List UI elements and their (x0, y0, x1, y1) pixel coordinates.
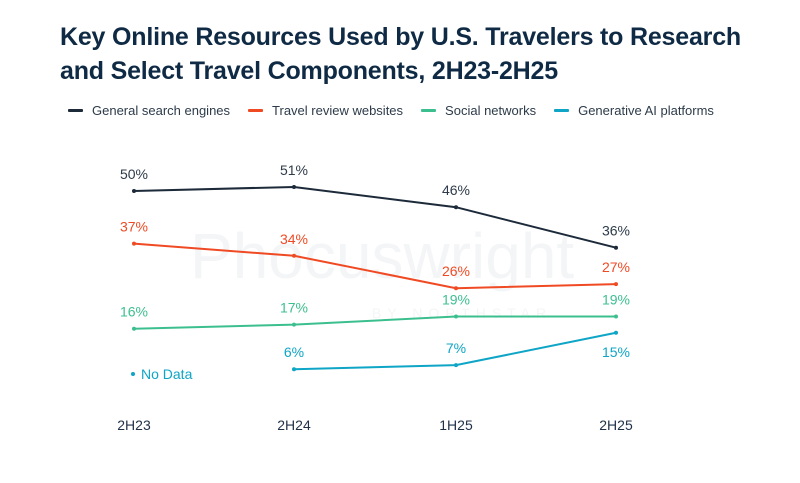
data-label-general-search-engines: 51% (280, 162, 308, 178)
data-point-generative-ai-platforms (614, 330, 618, 335)
legend-swatch-general-search (68, 109, 83, 112)
data-point-general-search-engines (614, 245, 618, 250)
legend-item-travel-review: Travel review websites (248, 103, 403, 118)
data-label-social-networks: 19% (602, 292, 630, 308)
series-line-general-search-engines (133, 185, 617, 249)
legend-item-generative-ai: Generative AI platforms (554, 103, 714, 118)
legend-item-general-search: General search engines (68, 103, 230, 118)
data-point-travel-review-websites (454, 286, 458, 291)
chart-title: Key Online Resources Used by U.S. Travel… (60, 23, 741, 85)
data-label-travel-review-websites: 27% (602, 259, 630, 275)
x-tick-label: 2H24 (277, 417, 311, 433)
data-label-generative-ai-platforms: 7% (446, 340, 466, 356)
legend-swatch-travel-review (248, 109, 264, 112)
data-point-social-networks (614, 314, 618, 319)
x-tick-label: 2H25 (599, 417, 633, 433)
no-data-bullet (131, 372, 135, 376)
data-point-social-networks (454, 314, 458, 319)
legend-label: Travel review websites (272, 103, 404, 118)
data-point-generative-ai-platforms (454, 363, 458, 368)
data-label-social-networks: 19% (442, 292, 470, 308)
data-point-general-search-engines (454, 205, 458, 210)
data-label-travel-review-websites: 26% (442, 263, 470, 279)
data-label-general-search-engines: 50% (120, 166, 148, 182)
data-label-social-networks: 16% (120, 304, 148, 320)
data-point-social-networks (292, 322, 296, 327)
data-point-general-search-engines (292, 184, 296, 189)
data-label-travel-review-websites: 37% (120, 219, 148, 235)
series-line-travel-review-websites (133, 242, 617, 290)
legend-label: General search engines (92, 103, 231, 118)
data-label-travel-review-websites: 34% (280, 231, 308, 247)
data-label-social-networks: 17% (280, 300, 308, 316)
legend: General search engines Travel review web… (68, 103, 732, 118)
no-data-annotation: No Data (141, 366, 193, 382)
data-point-social-networks (132, 326, 136, 331)
legend-swatch-generative-ai (554, 109, 570, 112)
data-point-travel-review-websites (132, 241, 136, 246)
data-point-generative-ai-platforms (292, 367, 296, 372)
data-label-general-search-engines: 36% (602, 223, 630, 239)
data-label-generative-ai-platforms: 15% (602, 344, 630, 360)
legend-item-social-networks: Social networks (421, 103, 536, 118)
legend-label: Social networks (445, 103, 537, 118)
legend-label: Generative AI platforms (578, 103, 714, 118)
data-point-general-search-engines (132, 189, 136, 193)
watermark: Phocuswright BY NORTHSTAR (190, 220, 574, 321)
data-label-generative-ai-platforms: 6% (284, 344, 304, 360)
data-point-travel-review-websites (292, 253, 296, 258)
watermark-brand: Phocuswright (190, 220, 574, 292)
x-tick-label: 1H25 (439, 417, 473, 433)
series-line-social-networks (133, 315, 616, 330)
data-point-travel-review-websites (614, 282, 618, 287)
x-tick-label: 2H23 (117, 417, 151, 433)
legend-swatch-social-networks (421, 109, 437, 112)
data-label-general-search-engines: 46% (442, 182, 470, 198)
